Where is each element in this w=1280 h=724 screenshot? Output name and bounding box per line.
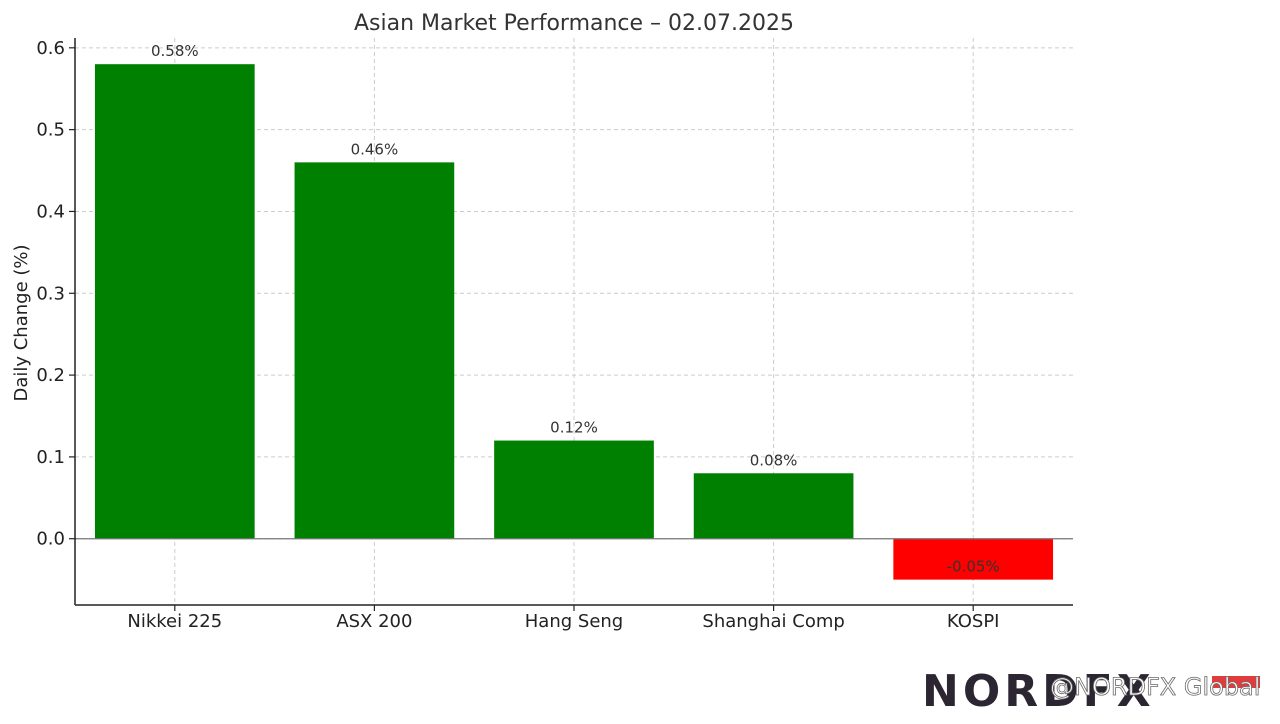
y-tick-label: 0.3 <box>36 283 65 304</box>
y-tick-label: 0.0 <box>36 529 65 550</box>
bar <box>494 440 654 539</box>
bar-value-label: 0.08% <box>750 451 798 469</box>
logo-accent <box>1212 676 1260 688</box>
bar <box>294 162 455 539</box>
axes-layer: 0.0 0.1 0.2 0.3 0.4 0.5 0.6 Nikkei 225 ASX 200 Ha… <box>36 38 1073 632</box>
logo-text: NORDFX <box>922 666 1155 717</box>
bar-value-label: 0.46% <box>351 140 399 158</box>
bar <box>893 538 1054 580</box>
x-tick-label: KOSPI <box>947 611 1000 632</box>
x-tick-label: Hang Seng <box>525 611 623 632</box>
y-tick-label: 0.6 <box>36 38 65 59</box>
y-axis-label: Daily Change (%) <box>11 244 32 401</box>
bar-value-label: 0.58% <box>151 42 199 60</box>
y-tick-label: 0.4 <box>36 201 65 222</box>
bar <box>693 473 854 539</box>
y-tick-label: 0.5 <box>36 120 65 141</box>
x-tick-label: ASX 200 <box>336 611 412 632</box>
data-labels-layer: 0.58% 0.46% 0.12% 0.08% -0.05% <box>151 42 1000 575</box>
bars-layer <box>94 64 1054 580</box>
bar-value-label: 0.12% <box>550 419 598 437</box>
bar <box>94 64 255 539</box>
watermark-text: @NORDFX Global <box>1050 673 1260 701</box>
y-tick-label: 0.1 <box>36 447 65 468</box>
chart-title: Asian Market Performance – 02.07.2025 <box>354 11 794 36</box>
x-tick-label: Nikkei 225 <box>127 611 222 632</box>
nordfx-logo: NORDFX <box>922 666 1260 717</box>
x-tick-label: Shanghai Comp <box>702 611 844 632</box>
y-tick-label: 0.2 <box>36 365 65 386</box>
bar-value-label: -0.05% <box>947 558 1000 576</box>
